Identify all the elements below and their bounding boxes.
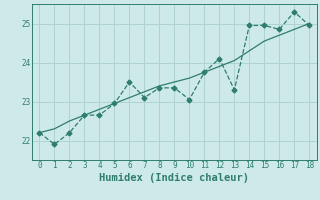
X-axis label: Humidex (Indice chaleur): Humidex (Indice chaleur) [100, 173, 249, 183]
